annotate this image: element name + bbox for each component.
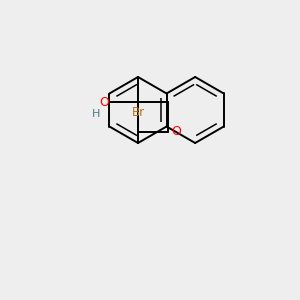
Text: O: O bbox=[99, 95, 109, 109]
Text: H: H bbox=[92, 109, 100, 119]
Text: Br: Br bbox=[131, 106, 145, 119]
Text: O: O bbox=[171, 125, 181, 139]
